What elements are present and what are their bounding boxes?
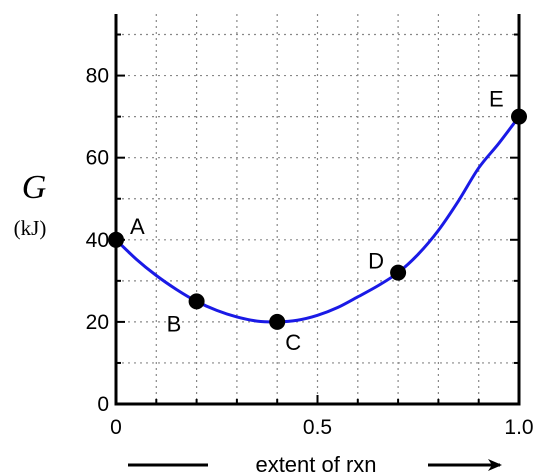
y-axis-unit: (kJ) — [14, 216, 47, 240]
grid — [116, 14, 519, 404]
free-energy-curve — [114, 115, 521, 324]
x-axis-label: extent of rxn — [255, 452, 376, 474]
point-c — [269, 313, 286, 330]
point-e — [511, 108, 527, 125]
y-tick-label: 60 — [86, 147, 109, 170]
ticks: 0 20 40 60 80 0 0.5 1.0 — [86, 33, 534, 439]
point-label-e: E — [489, 87, 504, 112]
point-label-b: B — [167, 311, 182, 336]
data-points: A B C D E — [108, 87, 527, 355]
y-axis-label: G — [22, 169, 47, 206]
point-d — [390, 264, 407, 281]
point-label-a: A — [130, 214, 145, 239]
x-tick-label: 0 — [110, 416, 122, 439]
point-a — [108, 231, 124, 248]
point-label-d: D — [368, 249, 384, 274]
curve-layer — [114, 115, 521, 324]
y-tick-label: 20 — [86, 311, 109, 334]
y-tick-label: 0 — [97, 393, 109, 416]
y-tick-label: 80 — [86, 65, 109, 88]
x-tick-label: 1.0 — [504, 416, 533, 439]
point-b — [188, 293, 205, 310]
point-label-c: C — [285, 330, 301, 355]
x-tick-label: 0.5 — [303, 416, 332, 439]
y-tick-label: 40 — [86, 229, 109, 252]
